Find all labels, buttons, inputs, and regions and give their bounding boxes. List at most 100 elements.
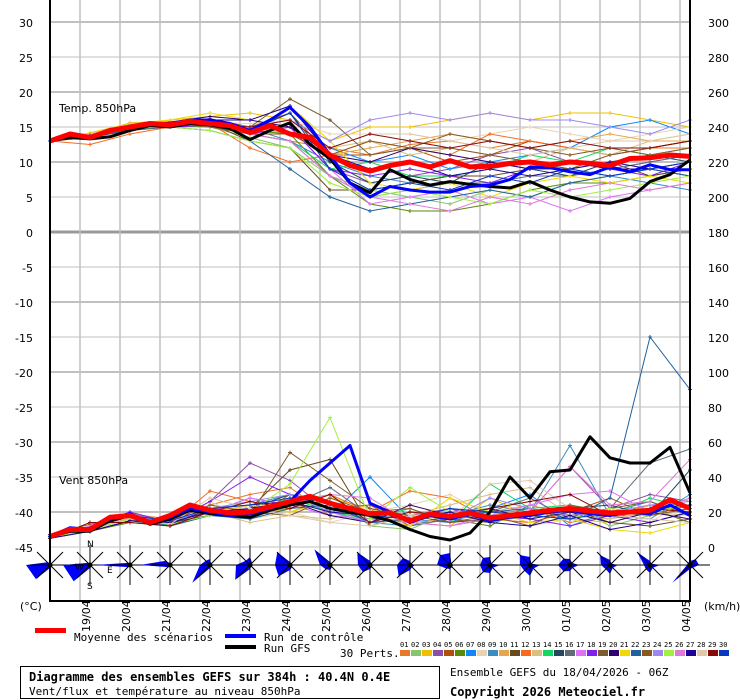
pert-12-temp-point [288, 160, 292, 164]
pert-legend-number: 13 [532, 641, 540, 649]
pert-20-temp-point [448, 153, 452, 157]
pert-30-temp-point [488, 174, 492, 178]
pert-25-temp-point [288, 146, 292, 150]
wind-right-tick: 160 [708, 262, 729, 275]
pert-22-wind-point [608, 496, 612, 500]
pert-27-wind-point [528, 524, 532, 528]
pert-legend-swatch [554, 650, 564, 656]
pert-04-wind-point [288, 478, 292, 483]
wind-rose [550, 545, 590, 585]
pert-30-temp-point [608, 174, 612, 178]
pert-legend-number: 16 [565, 641, 573, 649]
pert-legend-number: 12 [521, 641, 529, 649]
pert-25-wind-point [608, 506, 612, 511]
pert-legend-swatch [576, 650, 586, 656]
pert-20-temp-point [368, 160, 372, 164]
pert-08-temp-point [328, 132, 332, 136]
pert-27-wind-point [448, 510, 452, 514]
rose-center-dot [487, 562, 493, 568]
pert-24-temp-point [368, 118, 372, 122]
pert-legend-number: 08 [477, 641, 485, 649]
pert-legend-swatch [488, 650, 498, 656]
pert-29-wind-point [88, 520, 92, 525]
rose-center-dot [247, 562, 253, 568]
pert-legend-number: 27 [686, 641, 694, 649]
pert-23-wind-point [208, 503, 212, 507]
wind-rose [310, 545, 350, 585]
wind-right-tick: 140 [708, 297, 729, 310]
run-info: Ensemble GEFS du 18/04/2026 - 06Z [450, 666, 669, 679]
pert-legend-swatch [543, 650, 553, 656]
temp-mean-line [49, 118, 691, 174]
pert-legend-number: 06 [455, 641, 463, 649]
pert-26-wind-point [608, 503, 612, 507]
x-tick-label: 03/05 [640, 600, 653, 632]
pert-08-temp-point [248, 121, 252, 126]
pert-01-temp-point [408, 142, 412, 147]
wind-right-tick: 20 [708, 507, 722, 520]
pert-legend-number: 05 [444, 641, 452, 649]
pert-21-wind-point [528, 520, 532, 525]
wind-rose-frequency-shape [140, 560, 172, 568]
x-tick-label: 21/04 [160, 600, 173, 632]
wind-rose [510, 545, 550, 585]
temp-left-tick: 30 [19, 17, 33, 30]
pert-18-temp-point [408, 167, 412, 171]
pert-29-wind-point [168, 524, 172, 528]
pert-legend-number: 09 [488, 641, 496, 649]
pert-04-wind-point [248, 461, 252, 465]
pert-legend-number: 14 [543, 641, 551, 649]
pert-13-wind-point [608, 517, 612, 521]
pert-03-temp-point [248, 111, 252, 115]
rose-center-dot [527, 562, 533, 568]
pert-21-wind-point [648, 531, 652, 535]
temp-panel-label: Temp. 850hPa [58, 102, 136, 115]
pert-22-temp-point [288, 167, 292, 171]
temp-right-tick: 200 [708, 192, 729, 205]
chart-subtitle: Vent/flux et température au niveau 850hP… [29, 685, 301, 698]
pert-28-wind-point [368, 524, 372, 528]
wind-rose-frequency-shape [672, 559, 699, 583]
pert-13-wind-point [328, 517, 332, 521]
pert-25-temp-point [488, 202, 492, 206]
temp-left-tick: 0 [26, 227, 33, 240]
pert-25-wind-point [368, 517, 372, 521]
pert-28-wind-point [328, 520, 332, 525]
pert-legend-number: 02 [411, 641, 419, 649]
wind-left-tick: -25 [15, 402, 33, 415]
pert-legend-swatch [411, 650, 421, 656]
pert-legend-swatch [598, 650, 608, 656]
x-tick-label: 28/04 [440, 600, 453, 632]
pert-28-temp-point [408, 132, 412, 136]
pert-29-wind-point [568, 492, 572, 497]
pert-20-wind-point [528, 517, 532, 521]
pert-07-wind-point [368, 475, 372, 479]
pert-legend-swatch [686, 650, 696, 656]
pert-12-wind-point [208, 489, 212, 493]
pert-28-temp-point [568, 146, 572, 150]
x-tick-label: 27/04 [400, 600, 413, 632]
pert-21-wind-point [448, 496, 452, 500]
pert-28-wind-point [648, 517, 652, 521]
pert-21-temp-point [648, 174, 652, 178]
wind-rose [140, 545, 190, 585]
pert-26-temp-point [648, 188, 652, 192]
rose-center-dot [327, 562, 333, 568]
wind-rose [230, 545, 270, 585]
pert-16-wind-point [328, 485, 332, 490]
pert-29-wind-point [408, 510, 412, 514]
pert-03-temp-point [568, 111, 572, 115]
pert-legend-swatch [565, 650, 575, 656]
pert-20-temp-point [288, 125, 292, 129]
pert-19-wind-point [288, 450, 292, 455]
pert-26-temp-point [488, 195, 492, 199]
compass-label-n: N [87, 540, 94, 550]
title-box [20, 666, 440, 699]
pert-23-temp-point [408, 146, 412, 150]
pert-legend-swatch [664, 650, 674, 656]
pert-legend-swatch [653, 650, 663, 656]
pert-23-temp-point [448, 132, 452, 136]
pert-17-temp-point [568, 209, 572, 213]
pert-24-temp-point [568, 118, 572, 122]
pert-29-wind-point [328, 492, 332, 497]
